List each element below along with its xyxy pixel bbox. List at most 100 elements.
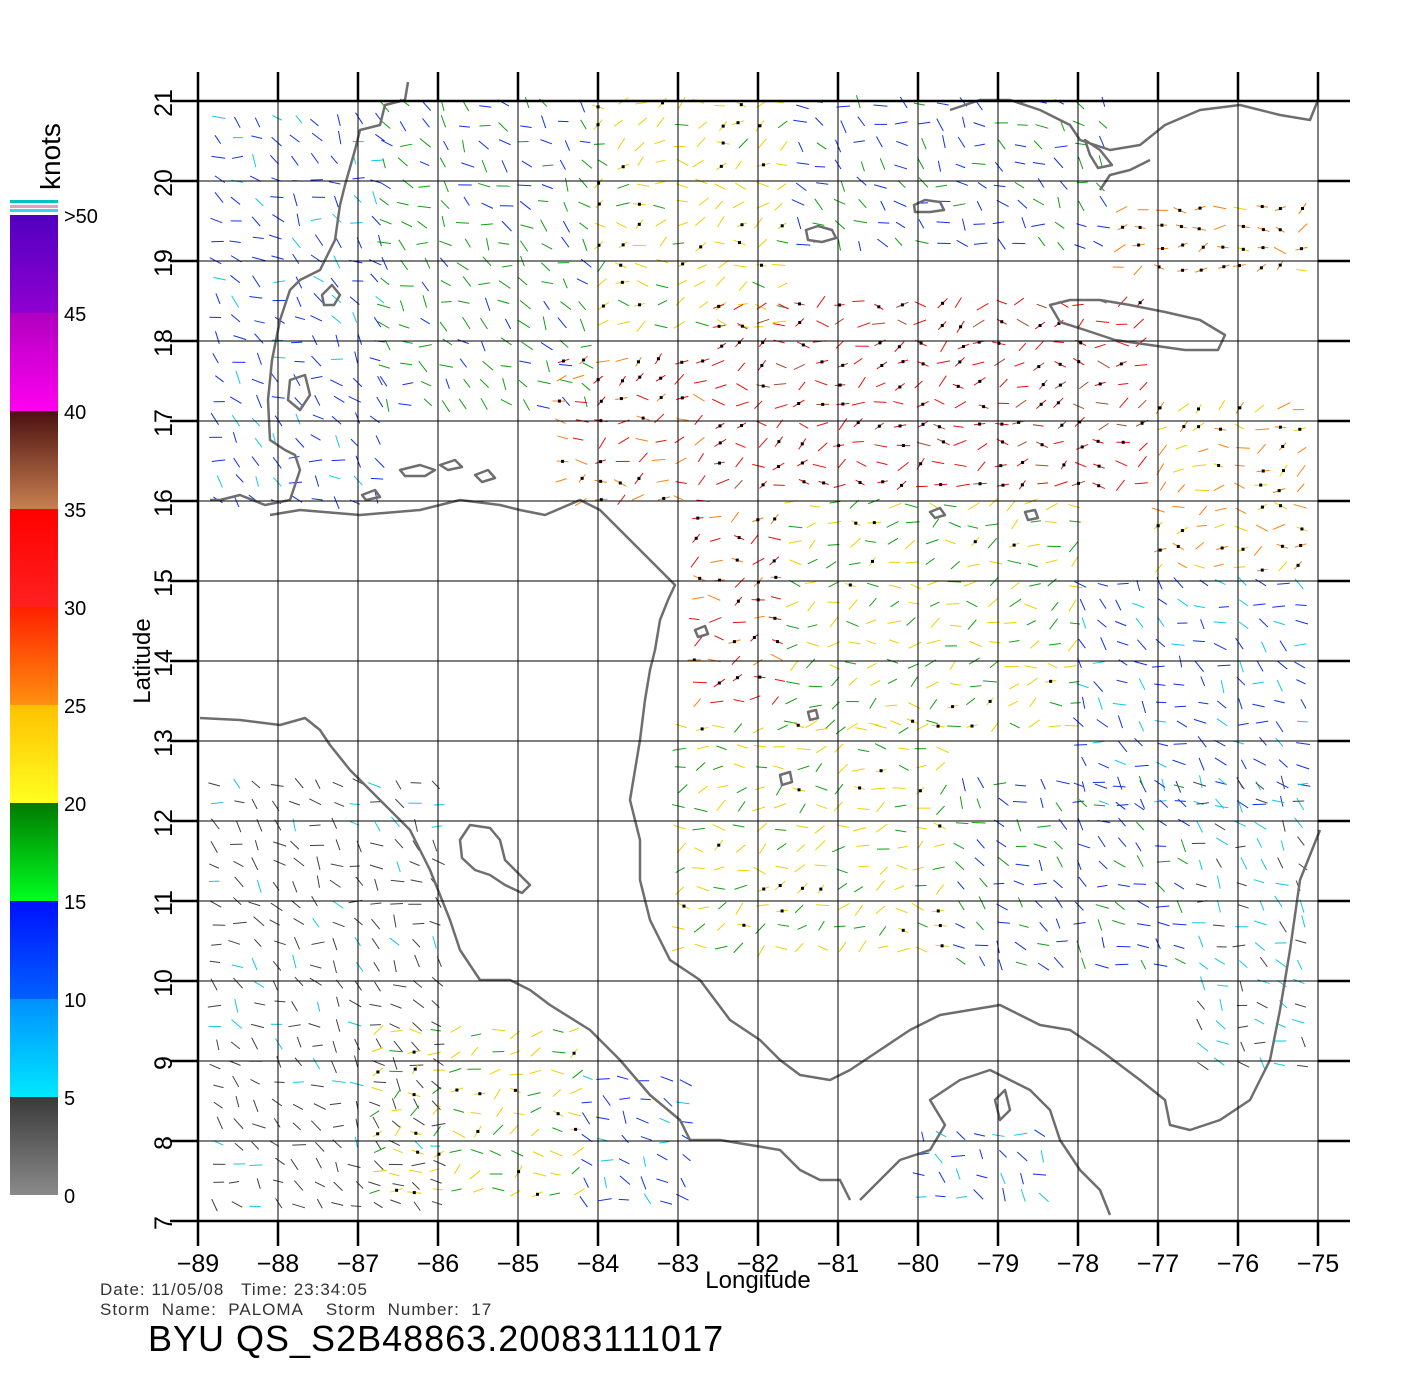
wind-vector: [418, 185, 431, 188]
wind-vector: [574, 498, 587, 507]
rain-flag-dot: [619, 263, 623, 267]
wind-vector: [1174, 705, 1187, 708]
wind-vector: [1138, 775, 1144, 787]
wind-vector: [478, 140, 489, 150]
wind-vector: [775, 865, 789, 870]
rain-flag-dot: [854, 521, 858, 525]
y-tick-label: 17: [150, 409, 178, 437]
rain-flag-dot: [721, 124, 725, 128]
wind-vector: [956, 239, 969, 247]
rain-flag-dot: [597, 181, 601, 185]
wind-vector: [1237, 722, 1249, 726]
wind-vector: [1255, 798, 1268, 804]
rain-flag-dot: [1198, 206, 1202, 210]
wind-vector: [655, 159, 666, 163]
wind-vector: [335, 435, 341, 448]
rain-flag-dot: [897, 345, 901, 349]
wind-vector: [1159, 481, 1167, 491]
rain-flag-dot: [561, 359, 565, 363]
wind-vector: [1020, 1189, 1026, 1202]
wind-vector: [371, 1086, 383, 1092]
wind-vector: [597, 1137, 609, 1142]
wind-vector: [478, 182, 491, 188]
wind-vector: [1114, 620, 1127, 627]
wind-vector: [575, 459, 588, 465]
wind-vector: [983, 680, 998, 683]
wind-vector: [656, 1178, 669, 1184]
wind-vector: [393, 1089, 401, 1099]
wind-vector: [1095, 963, 1109, 969]
rain-flag-dot: [455, 1088, 459, 1092]
wind-vector: [498, 139, 511, 146]
wind-vector: [711, 724, 725, 729]
wind-vector: [1027, 543, 1040, 547]
wind-vector: [957, 136, 966, 148]
wind-vector: [230, 314, 241, 323]
rain-flag-dot: [737, 241, 741, 245]
wind-vector: [485, 238, 490, 251]
wind-vector: [955, 861, 965, 871]
wind-vector: [511, 1150, 524, 1157]
wind-vector: [416, 242, 428, 245]
wind-vector: [1138, 678, 1146, 691]
wind-vector: [1117, 582, 1129, 585]
wind-vector: [330, 155, 338, 164]
wind-vector: [1195, 489, 1210, 492]
wind-vector: [550, 1172, 561, 1176]
wind-vector: [936, 805, 945, 815]
wind-vector: [955, 1168, 961, 1180]
wind-vector: [989, 497, 999, 507]
wind-vector: [756, 822, 768, 833]
wind-vector: [1216, 718, 1228, 727]
wind-vector: [894, 804, 907, 808]
wind-vector: [373, 317, 382, 328]
wind-vector: [331, 315, 342, 324]
colorbar-cap-stripe: [10, 200, 58, 203]
wind-vector: [312, 1057, 321, 1070]
rain-flag-dot: [717, 324, 721, 328]
rain-flag-dot: [959, 325, 963, 329]
wind-vector: [949, 624, 962, 627]
wind-vector: [251, 1141, 260, 1150]
rain-flag-dot: [1201, 245, 1205, 249]
rain-flag-dot: [858, 481, 862, 485]
rain-flag-dot: [999, 464, 1003, 468]
wind-vector: [994, 161, 1004, 172]
wind-vector: [270, 783, 284, 787]
wind-vector: [1233, 820, 1246, 827]
rain-flag-dot: [951, 705, 955, 709]
wind-vector: [772, 320, 787, 324]
wind-vector: [1045, 520, 1057, 524]
wind-vector: [854, 904, 864, 916]
wind-vector: [1274, 699, 1285, 704]
wind-vector: [270, 196, 284, 199]
wind-vector: [1020, 1172, 1024, 1185]
wind-vector: [572, 437, 584, 441]
wind-vector: [379, 375, 388, 387]
wind-vector: [929, 699, 938, 710]
wind-vector: [1137, 944, 1149, 949]
wind-vector: [837, 458, 846, 469]
wind-vector: [443, 181, 449, 193]
x-tick-label: −87: [337, 1250, 379, 1278]
wind-vector: [228, 1181, 240, 1184]
rain-flag-dot: [1137, 243, 1141, 247]
wind-vector: [398, 403, 412, 406]
wind-vector: [877, 945, 889, 949]
wind-vector: [492, 1124, 504, 1135]
wind-vector: [336, 114, 341, 126]
wind-vector: [398, 239, 406, 251]
wind-vector: [735, 457, 744, 468]
wind-vector: [530, 1047, 541, 1057]
wind-vector: [694, 280, 706, 288]
wind-vector: [328, 475, 341, 480]
wind-vector: [314, 234, 324, 246]
wind-vector: [479, 105, 492, 108]
wind-vector: [978, 896, 986, 910]
wind-vector: [1007, 559, 1022, 565]
wind-vector: [368, 1181, 381, 1187]
wind-vector: [952, 944, 965, 949]
wind-vector: [251, 256, 266, 262]
wind-vector: [412, 980, 423, 988]
wind-vector: [718, 901, 727, 910]
